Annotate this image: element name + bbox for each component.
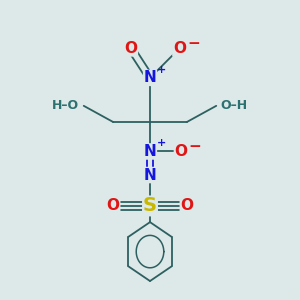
Text: O: O <box>174 144 188 159</box>
Text: O: O <box>180 198 193 213</box>
Text: +: + <box>157 138 166 148</box>
Text: +: + <box>157 64 166 75</box>
Text: N: N <box>144 144 156 159</box>
Text: O–H: O–H <box>221 99 248 112</box>
Text: O: O <box>173 41 186 56</box>
Text: −: − <box>189 139 201 154</box>
Text: S: S <box>143 196 157 215</box>
Text: −: − <box>187 36 200 51</box>
Text: N: N <box>144 70 156 86</box>
Text: N: N <box>144 167 156 182</box>
Text: O: O <box>107 198 120 213</box>
Text: H–O: H–O <box>52 99 79 112</box>
Text: O: O <box>124 41 137 56</box>
